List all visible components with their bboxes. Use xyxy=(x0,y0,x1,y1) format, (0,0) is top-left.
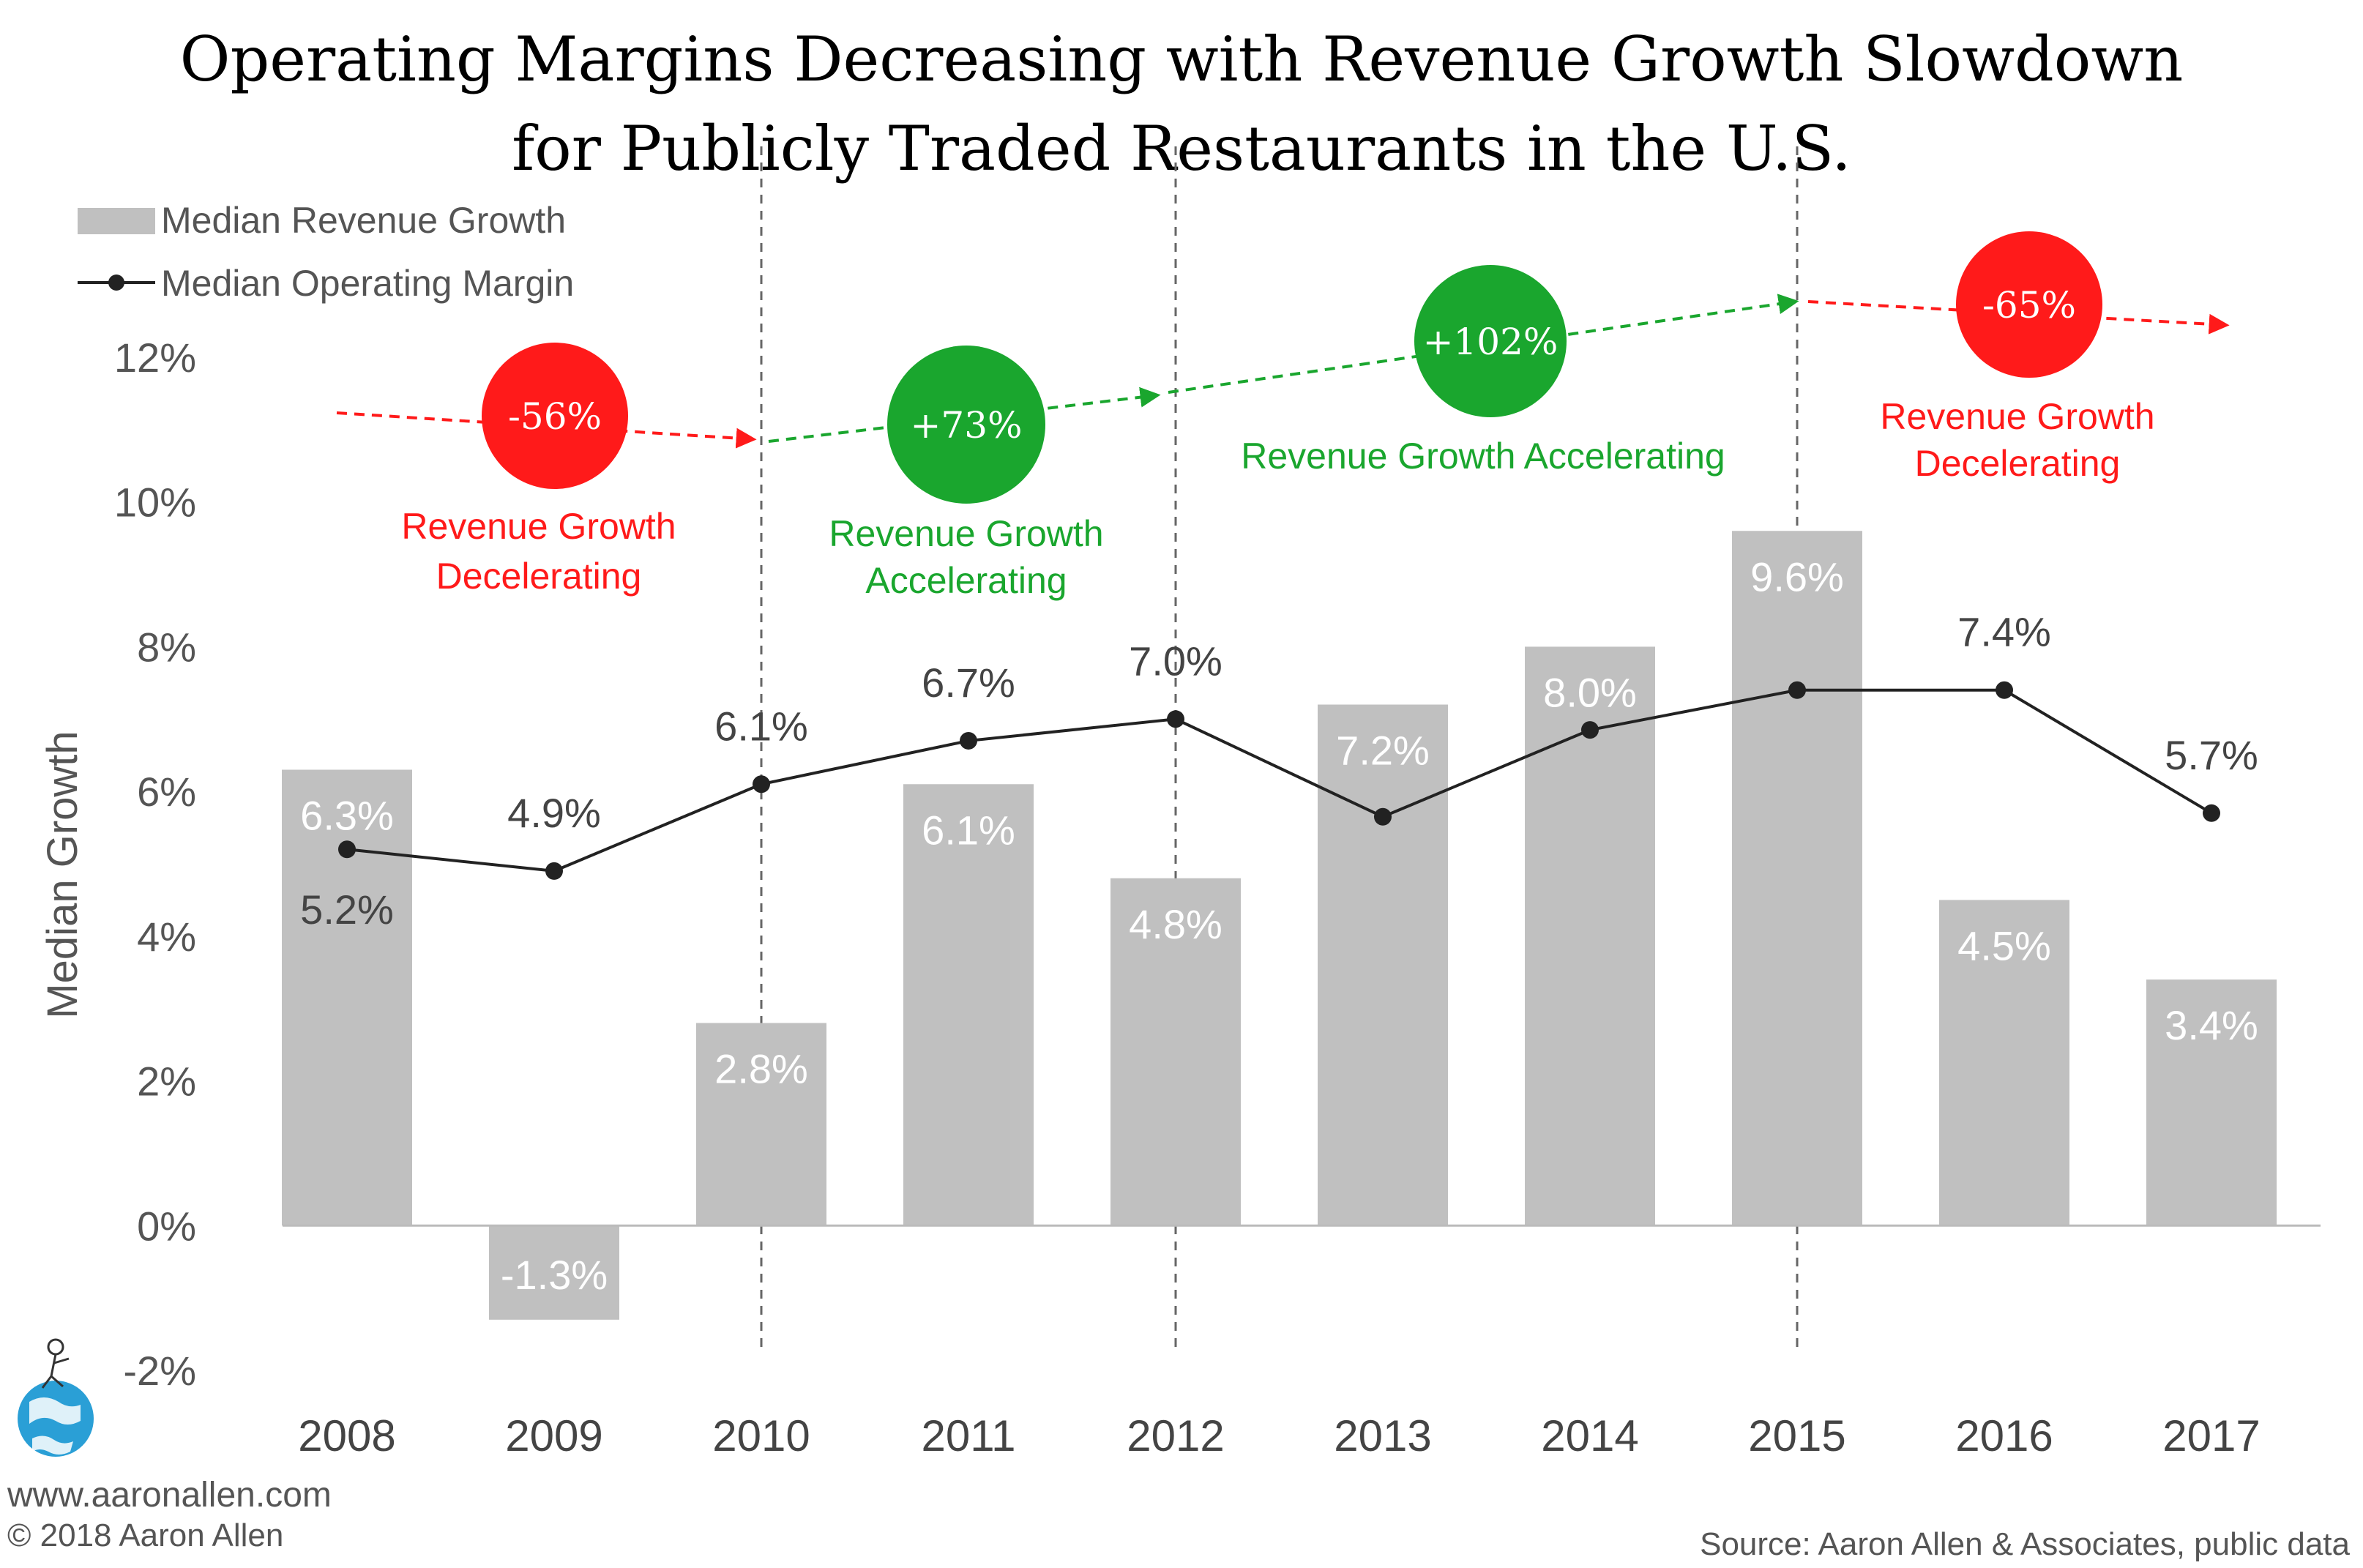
x-tick-label: 2013 xyxy=(1334,1411,1431,1460)
bar-2012 xyxy=(1110,878,1241,1226)
margin-point-2013 xyxy=(1374,807,1392,826)
margin-point-2008 xyxy=(338,840,356,859)
chart-title-line2: for Publicly Traded Restaurants in the U… xyxy=(512,113,1851,184)
trend-text: Decelerating xyxy=(436,556,642,597)
legend-bar-label: Median Revenue Growth xyxy=(161,200,566,241)
margin-point-2014 xyxy=(1581,721,1599,739)
bar-2017 xyxy=(2146,979,2277,1226)
margin-point-2015 xyxy=(1788,681,1806,699)
x-tick-label: 2012 xyxy=(1127,1411,1224,1460)
change-circle xyxy=(887,346,1045,504)
bar-2009 xyxy=(489,1225,619,1320)
bar-2013 xyxy=(1318,704,1448,1226)
bar-2010 xyxy=(696,1023,826,1226)
y-axis-ticks: -2% 0% 2% 4% 6% 8% 10% 12% xyxy=(114,335,196,1394)
bar-2016 xyxy=(1939,900,2069,1226)
margin-point-2011 xyxy=(960,731,977,750)
line-value-label: 5.7% xyxy=(2165,732,2258,778)
margin-point-2010 xyxy=(753,775,770,794)
line-value-label: 6.7% xyxy=(922,660,1015,706)
x-tick-label: 2011 xyxy=(921,1411,1015,1460)
y-tick-label: 8% xyxy=(137,624,196,670)
trend-text: Revenue Growth xyxy=(829,513,1103,554)
legend-line-marker xyxy=(108,275,124,291)
x-tick-label: 2014 xyxy=(1541,1411,1638,1460)
y-tick-label: 12% xyxy=(114,335,196,381)
y-tick-label: 4% xyxy=(137,914,196,960)
line-value-label: 7.0% xyxy=(1129,638,1222,684)
trend-text: Revenue Growth Accelerating xyxy=(1241,436,1725,477)
margin-polyline xyxy=(346,688,2213,873)
x-tick-label: 2015 xyxy=(1748,1411,1845,1460)
change-circle xyxy=(482,343,628,489)
change-circle xyxy=(1956,231,2102,378)
legend: Median Revenue Growth Median Operating M… xyxy=(78,200,574,304)
x-tick-label: 2008 xyxy=(298,1411,395,1460)
bar-value-label: 6.3% xyxy=(300,792,394,838)
copyright: © 2018 Aaron Allen xyxy=(7,1517,283,1553)
globe-logo xyxy=(18,1338,94,1457)
bar-value-label: 4.5% xyxy=(1957,922,2051,968)
bar-value-label: -1.3% xyxy=(501,1252,608,1298)
bar-2011 xyxy=(903,784,1034,1226)
x-tick-label: 2017 xyxy=(2162,1411,2260,1460)
source-note: Source: Aaron Allen & Associates, public… xyxy=(1700,1526,2350,1562)
bar-value-label: 2.8% xyxy=(714,1045,808,1091)
bar-value-label: 9.6% xyxy=(1750,553,1844,600)
change-percent: +102% xyxy=(1423,321,1558,363)
change-circle xyxy=(1414,265,1567,417)
line-labels: 5.2% 4.9% 6.1% 6.7% 7.0% 7.4% 5.7% xyxy=(300,609,2258,933)
annotations: -56% Revenue Growth Decelerating +73% Revenu… xyxy=(336,231,2230,601)
operating-margin-line xyxy=(338,681,2220,880)
x-axis-ticks: 2008 2009 2010 2011 2012 2013 2014 2015 2016 2017 xyxy=(298,1411,2260,1460)
website: www.aaronallen.com xyxy=(7,1476,332,1515)
line-value-label: 6.1% xyxy=(714,703,808,749)
y-axis-label: Median Growth xyxy=(39,731,86,1018)
bar-value-label: 3.4% xyxy=(2165,1002,2258,1048)
chart-title-line1: Operating Margins Decreasing with Revenu… xyxy=(180,23,2184,95)
bar-2014 xyxy=(1525,646,1655,1226)
margin-point-2012 xyxy=(1167,710,1184,728)
y-tick-label: 6% xyxy=(137,769,196,815)
bar-labels: 6.3% -1.3% 2.8% 6.1% 4.8% 7.2% 8.0% 9.6% 4.5% 3.4… xyxy=(300,553,2258,1298)
line-value-label: 4.9% xyxy=(507,790,601,836)
x-tick-label: 2009 xyxy=(505,1411,602,1460)
line-value-label: 5.2% xyxy=(300,886,394,933)
y-tick-label: 10% xyxy=(114,479,196,526)
change-percent: -56% xyxy=(508,395,602,438)
trend-text: Decelerating xyxy=(1915,443,2121,484)
legend-line-label: Median Operating Margin xyxy=(161,263,574,304)
margin-point-2009 xyxy=(545,862,563,880)
trend-text: Revenue Growth xyxy=(1880,396,2154,437)
line-value-label: 7.4% xyxy=(1957,609,2051,655)
margin-point-2016 xyxy=(1996,681,2013,699)
x-tick-label: 2016 xyxy=(1955,1411,2053,1460)
x-tick-label: 2010 xyxy=(712,1411,810,1460)
bar-value-label: 8.0% xyxy=(1543,669,1637,715)
bar-value-label: 7.2% xyxy=(1336,728,1430,774)
trend-text: Accelerating xyxy=(865,560,1067,601)
trend-text: Revenue Growth xyxy=(401,506,676,547)
y-tick-label: -2% xyxy=(123,1348,196,1394)
y-tick-label: 2% xyxy=(137,1059,196,1105)
bar-value-label: 4.8% xyxy=(1129,901,1222,947)
legend-bar-swatch xyxy=(78,208,155,234)
bar-2015 xyxy=(1732,531,1862,1226)
y-tick-label: 0% xyxy=(137,1203,196,1249)
change-percent: -65% xyxy=(1982,284,2076,326)
change-percent: +73% xyxy=(910,404,1022,447)
margin-point-2017 xyxy=(2203,804,2220,822)
bar-value-label: 6.1% xyxy=(922,807,1015,853)
